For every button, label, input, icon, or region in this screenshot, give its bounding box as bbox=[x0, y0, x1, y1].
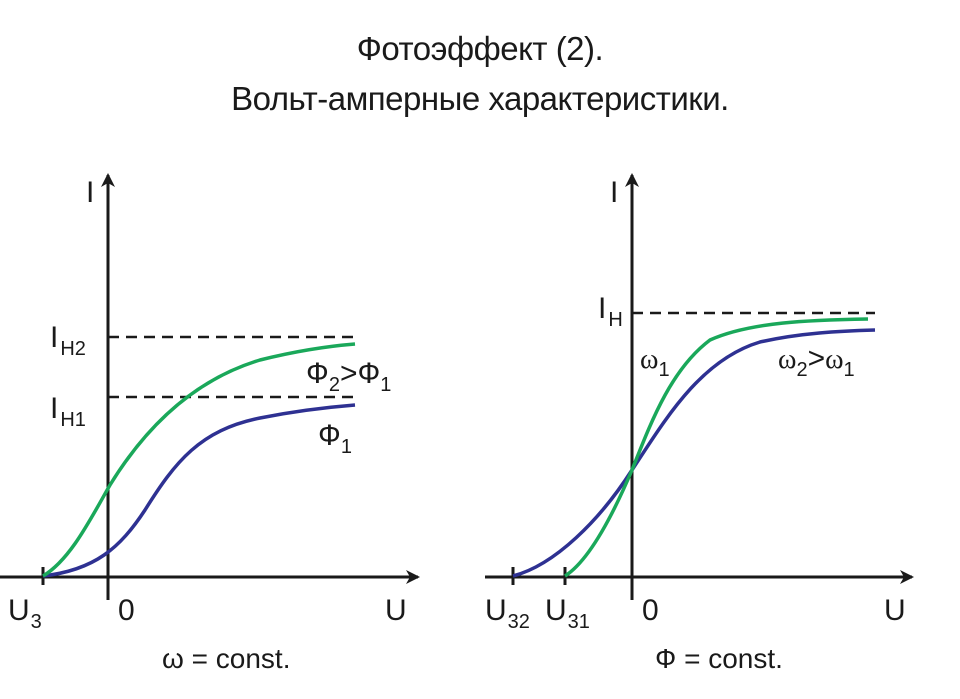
title-line-2: Вольт-амперные характеристики. bbox=[231, 80, 729, 117]
right-curve-omega2-green bbox=[564, 317, 869, 578]
right-omega1-label: ω1 bbox=[640, 344, 670, 381]
right-omega2-gt-omega1-label: ω2>ω1 bbox=[778, 342, 855, 381]
left-origin-label: 0 bbox=[118, 594, 135, 627]
right-caption: Ф = const. bbox=[655, 643, 783, 674]
right-axis-x-label: U bbox=[884, 594, 906, 627]
left-axis-x-label: U bbox=[385, 594, 407, 627]
left-phi1-label: Ф1 bbox=[318, 419, 352, 458]
left-ih1-label: I H1 bbox=[50, 392, 86, 431]
left-curve-phi2-green bbox=[42, 342, 356, 578]
left-caption: ω = const. bbox=[162, 643, 290, 674]
left-ih2-label: I H2 bbox=[50, 321, 86, 360]
left-panel: I U 0 I H2 I H1 U3 Ф2>Ф1 Ф1 ω = const. bbox=[0, 173, 420, 674]
right-u32-label: U32 bbox=[485, 594, 530, 633]
right-curve-omega1-blue bbox=[512, 328, 876, 578]
right-origin-label: 0 bbox=[642, 594, 659, 627]
left-phi2-gt-phi1-label: Ф2>Ф1 bbox=[306, 357, 391, 396]
left-u3-label: U3 bbox=[8, 594, 42, 633]
right-axis-y-label: I bbox=[610, 176, 618, 209]
left-curve-phi1-blue bbox=[42, 403, 356, 578]
left-axis-y-label: I bbox=[86, 176, 94, 209]
title-line-1: Фотоэффект (2). bbox=[356, 30, 604, 67]
right-u31-label: U31 bbox=[545, 594, 590, 633]
